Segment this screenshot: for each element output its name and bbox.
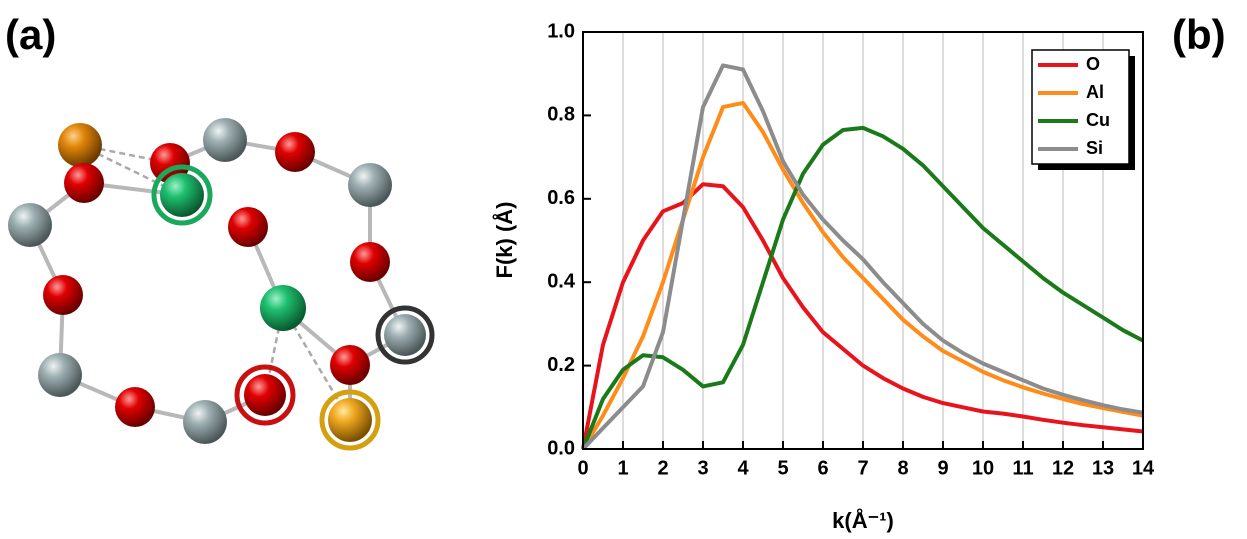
x-tick-label: 14: [1132, 457, 1155, 479]
legend-label: Al: [1086, 82, 1104, 102]
x-tick-label: 12: [1052, 457, 1074, 479]
x-tick-label: 3: [697, 457, 708, 479]
x-tick-label: 4: [737, 457, 749, 479]
x-tick-label: 13: [1092, 457, 1114, 479]
x-tick-label: 8: [897, 457, 908, 479]
panel-label: (b): [1172, 11, 1226, 58]
y-tick-label: 1.0: [547, 20, 575, 42]
y-tick-label: 0.0: [547, 437, 575, 459]
molecule: [8, 118, 432, 448]
y-axis-label: F(k) (Å): [491, 202, 517, 279]
x-tick-label: 2: [657, 457, 668, 479]
x-tick-label: 10: [972, 457, 994, 479]
legend-label: Cu: [1086, 110, 1110, 130]
legend-box: [1032, 50, 1129, 164]
panel-label: (a): [5, 11, 56, 58]
y-tick-label: 0.2: [547, 354, 575, 376]
x-tick-label: 7: [857, 457, 868, 479]
x-tick-label: 1: [617, 457, 628, 479]
x-tick-label: 5: [777, 457, 788, 479]
x-tick-label: 6: [817, 457, 828, 479]
y-tick-label: 0.6: [547, 187, 575, 209]
x-axis-label: k(Å⁻¹): [832, 507, 894, 533]
y-tick-label: 0.8: [547, 104, 575, 126]
x-tick-label: 0: [577, 457, 588, 479]
legend-label: O: [1086, 54, 1100, 74]
y-tick-label: 0.4: [547, 270, 576, 292]
x-tick-label: 11: [1012, 457, 1033, 479]
figure: (a) (b): [0, 0, 1247, 539]
legend-label: Si: [1086, 138, 1103, 158]
x-tick-label: 9: [937, 457, 948, 479]
